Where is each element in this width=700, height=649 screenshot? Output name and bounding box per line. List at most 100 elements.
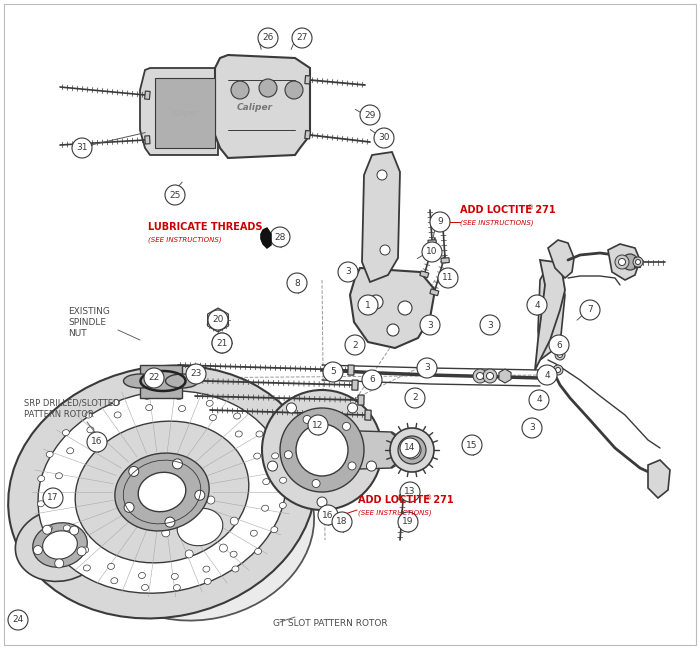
Ellipse shape xyxy=(176,393,183,400)
Polygon shape xyxy=(548,240,574,278)
Circle shape xyxy=(615,255,629,269)
Ellipse shape xyxy=(15,509,104,582)
Text: PATTERN ROTOR: PATTERN ROTOR xyxy=(24,410,94,419)
Ellipse shape xyxy=(86,434,314,620)
Ellipse shape xyxy=(64,525,70,531)
Ellipse shape xyxy=(46,451,53,458)
Circle shape xyxy=(398,512,418,532)
Ellipse shape xyxy=(141,584,148,591)
Ellipse shape xyxy=(235,431,242,437)
Circle shape xyxy=(129,467,139,476)
Circle shape xyxy=(292,28,312,48)
Ellipse shape xyxy=(178,406,186,411)
Circle shape xyxy=(70,526,78,535)
Circle shape xyxy=(483,369,497,383)
Polygon shape xyxy=(140,365,182,398)
Circle shape xyxy=(486,373,493,380)
Circle shape xyxy=(522,418,542,438)
Ellipse shape xyxy=(82,547,89,553)
Text: SPINDLE: SPINDLE xyxy=(68,318,106,327)
Circle shape xyxy=(296,424,348,476)
Circle shape xyxy=(230,517,238,525)
Polygon shape xyxy=(208,308,228,332)
Circle shape xyxy=(323,362,343,382)
Ellipse shape xyxy=(113,400,120,406)
Ellipse shape xyxy=(55,499,62,506)
Circle shape xyxy=(338,262,358,282)
Circle shape xyxy=(480,315,500,335)
Circle shape xyxy=(206,496,215,504)
Ellipse shape xyxy=(172,574,178,580)
Circle shape xyxy=(165,517,175,527)
Circle shape xyxy=(212,333,232,353)
Ellipse shape xyxy=(209,415,216,421)
Circle shape xyxy=(549,335,569,355)
Circle shape xyxy=(317,497,327,507)
Ellipse shape xyxy=(38,391,286,593)
Text: 23: 23 xyxy=(190,369,202,378)
Ellipse shape xyxy=(8,365,316,618)
Ellipse shape xyxy=(256,431,263,437)
Ellipse shape xyxy=(139,572,146,578)
Circle shape xyxy=(636,260,640,265)
Circle shape xyxy=(537,365,557,385)
Circle shape xyxy=(438,268,458,288)
Circle shape xyxy=(186,364,206,384)
Circle shape xyxy=(529,390,549,410)
Text: 20: 20 xyxy=(212,315,224,324)
Circle shape xyxy=(267,461,277,471)
Text: 28: 28 xyxy=(274,232,286,241)
Circle shape xyxy=(417,358,437,378)
Circle shape xyxy=(303,415,311,423)
Circle shape xyxy=(270,227,290,247)
Text: EXISTING: EXISTING xyxy=(68,307,110,316)
Circle shape xyxy=(172,459,183,469)
Text: 16: 16 xyxy=(91,437,103,447)
Circle shape xyxy=(374,128,394,148)
Circle shape xyxy=(398,301,412,315)
Text: 16: 16 xyxy=(322,511,334,519)
Polygon shape xyxy=(145,136,150,144)
Ellipse shape xyxy=(262,505,269,511)
Ellipse shape xyxy=(230,551,237,557)
Circle shape xyxy=(308,415,328,435)
Text: 10: 10 xyxy=(426,247,438,256)
Ellipse shape xyxy=(206,400,213,406)
Polygon shape xyxy=(304,130,311,139)
Polygon shape xyxy=(365,410,371,420)
Text: 4: 4 xyxy=(536,395,542,404)
Polygon shape xyxy=(348,365,354,375)
Circle shape xyxy=(8,610,28,630)
Circle shape xyxy=(556,367,561,373)
Ellipse shape xyxy=(204,578,211,584)
Circle shape xyxy=(72,138,92,158)
Polygon shape xyxy=(538,265,565,360)
Text: (SEE INSTRUCTIONS): (SEE INSTRUCTIONS) xyxy=(460,219,533,226)
Circle shape xyxy=(369,295,383,309)
Ellipse shape xyxy=(61,547,68,553)
Text: 29: 29 xyxy=(364,110,376,119)
Ellipse shape xyxy=(234,413,241,419)
Text: ®: ® xyxy=(425,495,432,501)
Circle shape xyxy=(188,366,204,382)
Polygon shape xyxy=(441,258,449,263)
Text: 31: 31 xyxy=(76,143,88,153)
Polygon shape xyxy=(322,430,404,470)
Polygon shape xyxy=(305,75,310,84)
Text: 5: 5 xyxy=(330,367,336,376)
Ellipse shape xyxy=(144,393,150,399)
Text: 9: 9 xyxy=(437,217,443,227)
Circle shape xyxy=(186,550,193,558)
Circle shape xyxy=(477,373,484,380)
Circle shape xyxy=(285,81,303,99)
Circle shape xyxy=(217,338,227,348)
Text: LUBRICATE THREADS: LUBRICATE THREADS xyxy=(148,222,262,232)
Circle shape xyxy=(527,295,547,315)
Ellipse shape xyxy=(114,412,121,418)
Ellipse shape xyxy=(251,530,258,536)
Polygon shape xyxy=(430,289,439,296)
Circle shape xyxy=(380,245,390,255)
Ellipse shape xyxy=(33,522,88,567)
Text: 14: 14 xyxy=(405,443,416,452)
Text: 7: 7 xyxy=(587,306,593,315)
